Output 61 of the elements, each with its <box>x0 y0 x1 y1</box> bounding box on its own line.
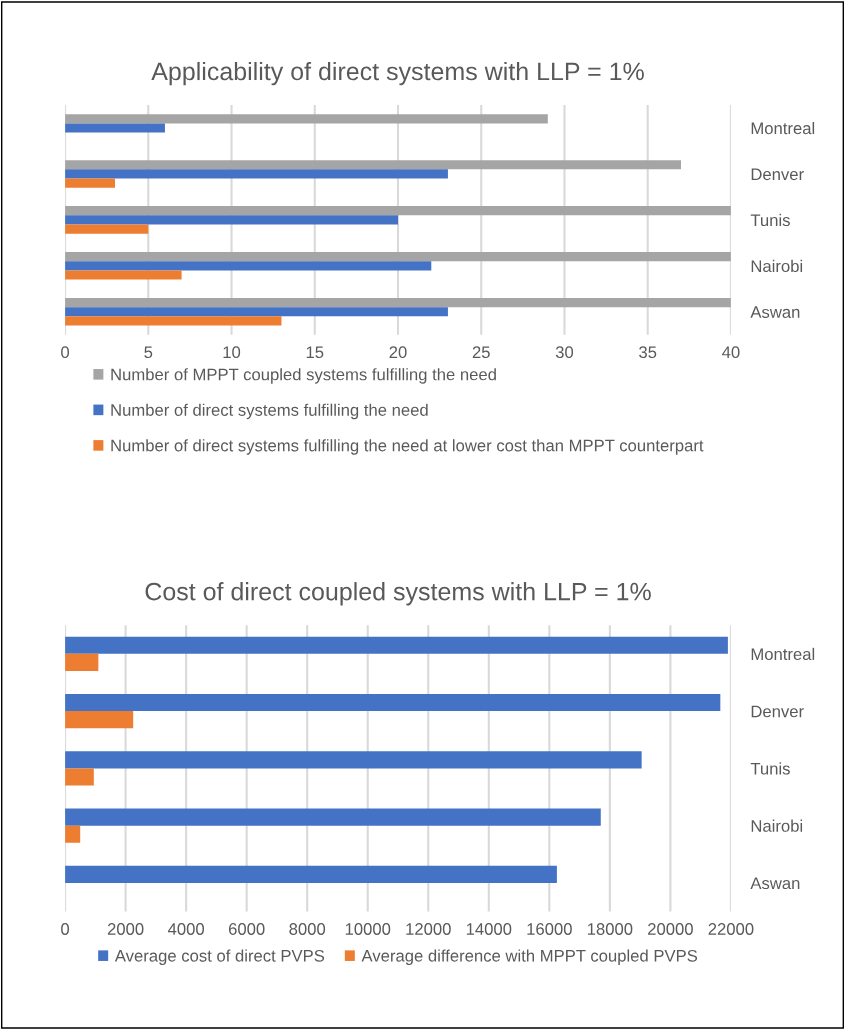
bar <box>65 178 115 188</box>
bar <box>65 825 81 843</box>
bar <box>65 307 448 317</box>
x-tick-label: 35 <box>639 346 657 359</box>
x-tick-label: 5 <box>144 346 153 359</box>
y-tick-label: Nairobi <box>751 819 803 832</box>
x-tick-label: 2000 <box>107 923 144 935</box>
y-tick-label: Aswan <box>750 306 800 318</box>
x-tick-label: 10 <box>223 346 241 359</box>
x-tick-label: 20000 <box>648 923 693 935</box>
x-tick-label: 25 <box>472 346 490 359</box>
x-tick-label: 8000 <box>289 923 326 935</box>
bar <box>65 653 99 672</box>
y-tick-label: Nairobi <box>751 259 803 273</box>
bar <box>65 252 731 262</box>
legend-label: Average difference with MPPT coupled PVPS <box>361 949 698 965</box>
x-tick-label: 14000 <box>466 923 512 935</box>
legend-label: Number of direct systems fulfilling the need <box>111 403 428 420</box>
y-tick-label: Montreal <box>751 647 815 661</box>
bar <box>65 768 94 786</box>
bar <box>65 808 601 826</box>
bar <box>65 261 432 271</box>
bar <box>65 160 681 170</box>
x-tick-label: 40 <box>722 346 740 359</box>
x-tick-label: 4000 <box>167 923 205 935</box>
chart-title: Cost of direct coupled systems with LLP = 1% <box>145 582 651 606</box>
bar <box>65 123 165 133</box>
x-tick-label: 20 <box>389 346 407 359</box>
legend-label: Average cost of direct PVPS <box>114 949 325 965</box>
x-tick-label: 22000 <box>708 923 754 935</box>
bar <box>65 114 548 124</box>
x-tick-label: 0 <box>61 346 70 359</box>
legend-label: Number of direct systems fulfilling the need at lower cost than MPPT counterpart <box>111 439 704 455</box>
y-tick-label: Aswan <box>750 877 800 890</box>
y-tick-label: Montreal <box>751 121 815 135</box>
chart-title: Applicability of direct systems with LLP = 1% <box>151 61 644 86</box>
x-tick-label: 18000 <box>587 923 633 935</box>
bar <box>65 693 721 712</box>
x-tick-label: 16000 <box>527 923 572 935</box>
bar <box>65 298 731 308</box>
bar <box>65 224 149 234</box>
y-tick-label: Tunis <box>750 213 790 227</box>
y-tick-label: Tunis <box>750 762 790 775</box>
x-tick-label: 30 <box>555 346 574 359</box>
bar <box>65 270 182 280</box>
x-tick-label: 12000 <box>406 923 451 935</box>
bar <box>65 865 557 883</box>
bar <box>65 206 731 216</box>
bar <box>65 169 448 179</box>
bar <box>65 636 728 654</box>
y-tick-label: Denver <box>751 705 804 718</box>
y-tick-label: Denver <box>751 168 804 181</box>
x-tick-label: 15 <box>306 346 324 359</box>
bar <box>65 316 282 326</box>
legend-label: Number of MPPT coupled systems fulfilling the need <box>111 368 496 384</box>
bar <box>65 711 134 729</box>
x-tick-label: 0 <box>61 923 70 935</box>
x-tick-label: 10000 <box>345 923 391 935</box>
bar <box>65 215 398 225</box>
bar <box>65 751 642 769</box>
x-tick-label: 6000 <box>228 923 265 935</box>
